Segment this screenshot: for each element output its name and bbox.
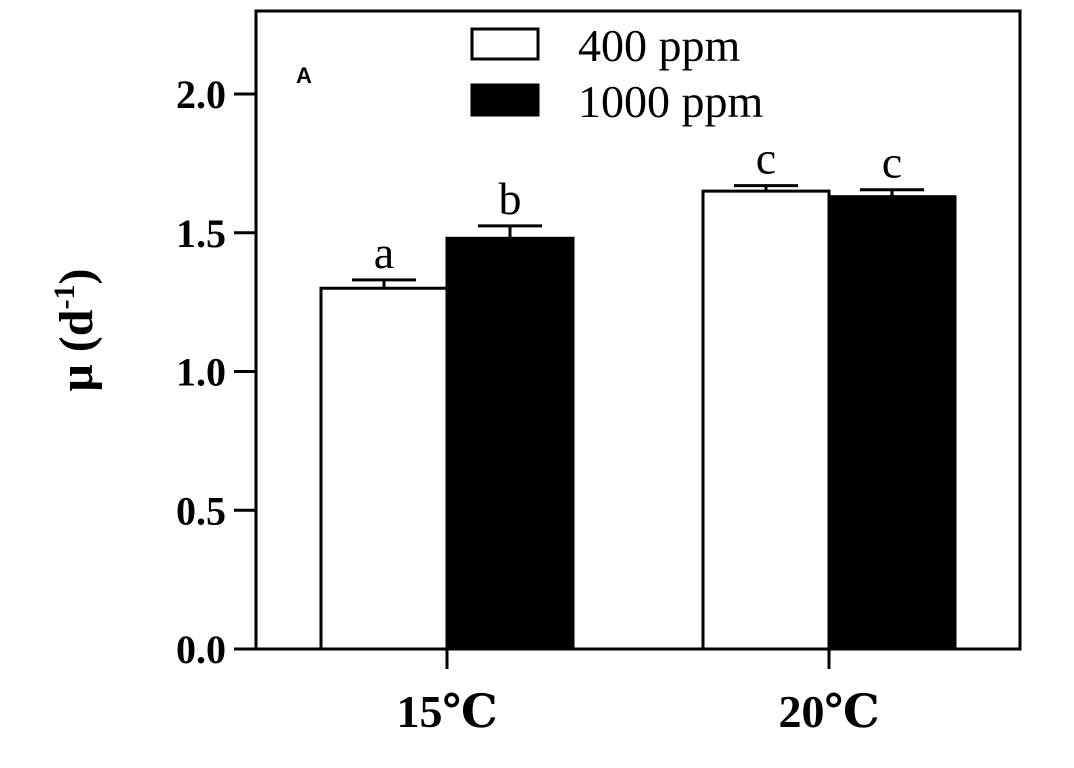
y-tick-label: 2.0 [176,72,226,117]
legend: 400 ppm 1000 ppm [470,20,764,127]
bar [827,195,957,651]
y-tick-label: 0.5 [176,488,226,533]
y-tick-label: 1.5 [176,211,226,256]
y-axis-label: μ (d-1) [48,269,103,392]
bar [701,189,831,651]
axis-layer: 0.0 0.5 1.0 1.5 2.0 15℃ 20℃ [176,72,880,737]
y-axis-label-main: μ (d [50,309,103,391]
legend-swatch-400ppm [470,27,540,61]
bar [319,286,449,651]
x-tick-label: 15℃ [396,686,497,737]
panel-label: A [296,63,312,88]
bar [445,236,575,651]
significance-letter: c [756,133,776,184]
svg-text:μ (d-1): μ (d-1) [48,269,103,392]
plot-frame [254,9,1022,651]
legend-label-400ppm: 400 ppm [578,20,741,71]
legend-label-1000ppm: 1000 ppm [578,76,764,127]
x-tick-label: 20℃ [778,686,879,737]
y-tick-label: 0.0 [176,627,226,672]
y-tick-label: 1.0 [176,350,226,395]
bar-layer: a b c c [319,133,957,651]
significance-letter: a [374,227,394,278]
y-axis-label-sup: -1 [48,285,81,310]
significance-letter: b [499,173,522,224]
significance-letter: c [882,137,902,188]
y-axis-label-close: ) [50,269,103,285]
legend-swatch-1000ppm [470,83,540,117]
